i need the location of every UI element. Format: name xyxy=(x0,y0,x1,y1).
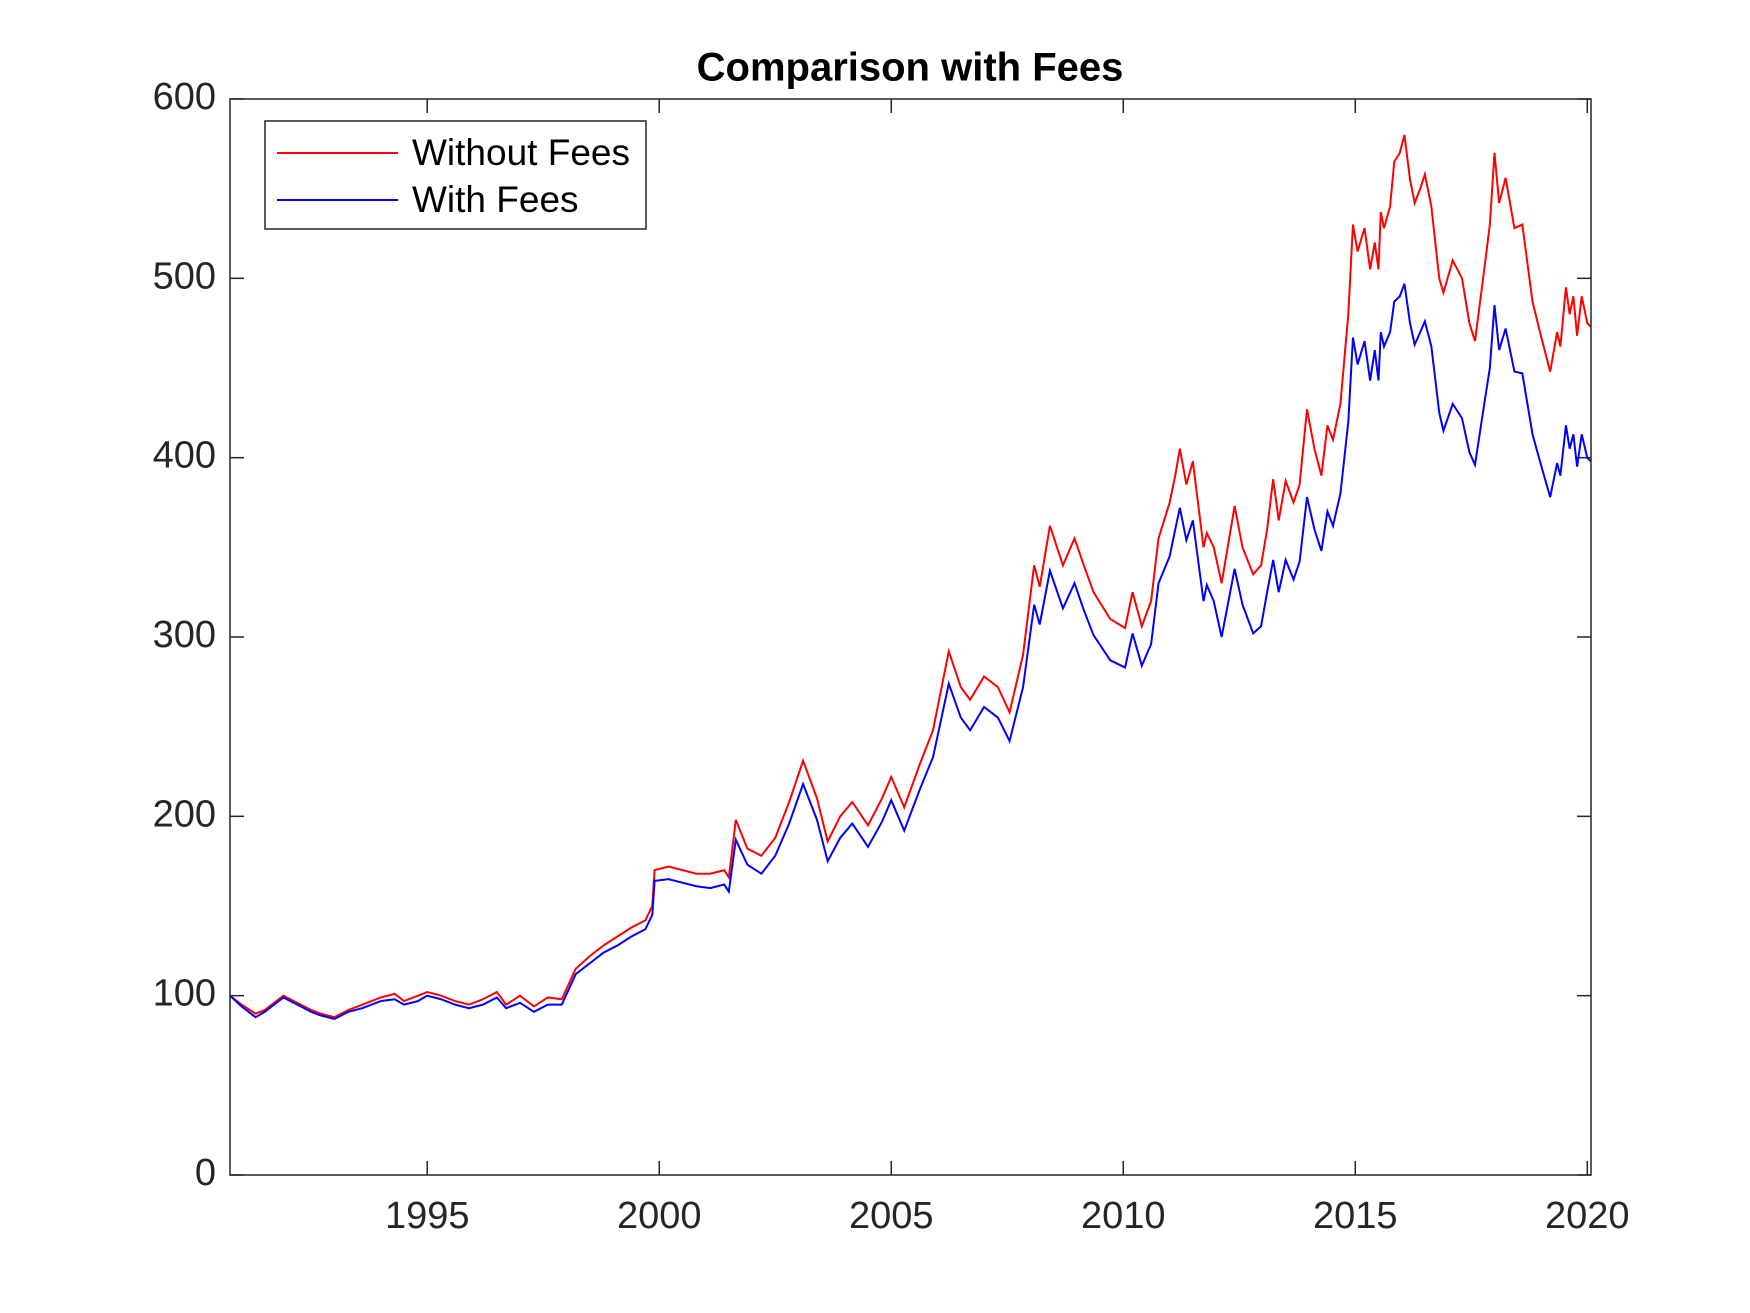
y-tick-label: 500 xyxy=(153,255,216,297)
x-tick-label: 2000 xyxy=(617,1195,702,1237)
legend-label: Without Fees xyxy=(412,132,630,173)
y-tick-label: 0 xyxy=(195,1152,216,1194)
series-line xyxy=(229,283,1592,1021)
chart-title: Comparison with Fees xyxy=(697,46,1124,90)
x-tick-label: 1995 xyxy=(385,1195,470,1237)
y-tick-label: 200 xyxy=(153,793,216,835)
x-tick-label: 2015 xyxy=(1313,1195,1398,1237)
y-tick-label: 600 xyxy=(153,76,216,118)
y-tick-label: 100 xyxy=(153,973,216,1015)
x-tick-label: 2020 xyxy=(1545,1195,1630,1237)
legend-box xyxy=(264,120,647,230)
x-tick-label: 2010 xyxy=(1081,1195,1166,1237)
x-tick-label: 2005 xyxy=(849,1195,934,1237)
y-tick-label: 300 xyxy=(153,614,216,656)
series-line xyxy=(229,134,1592,1019)
y-tick-label: 400 xyxy=(153,435,216,477)
legend-label: With Fees xyxy=(412,179,579,220)
plot-frame xyxy=(229,98,1592,1176)
